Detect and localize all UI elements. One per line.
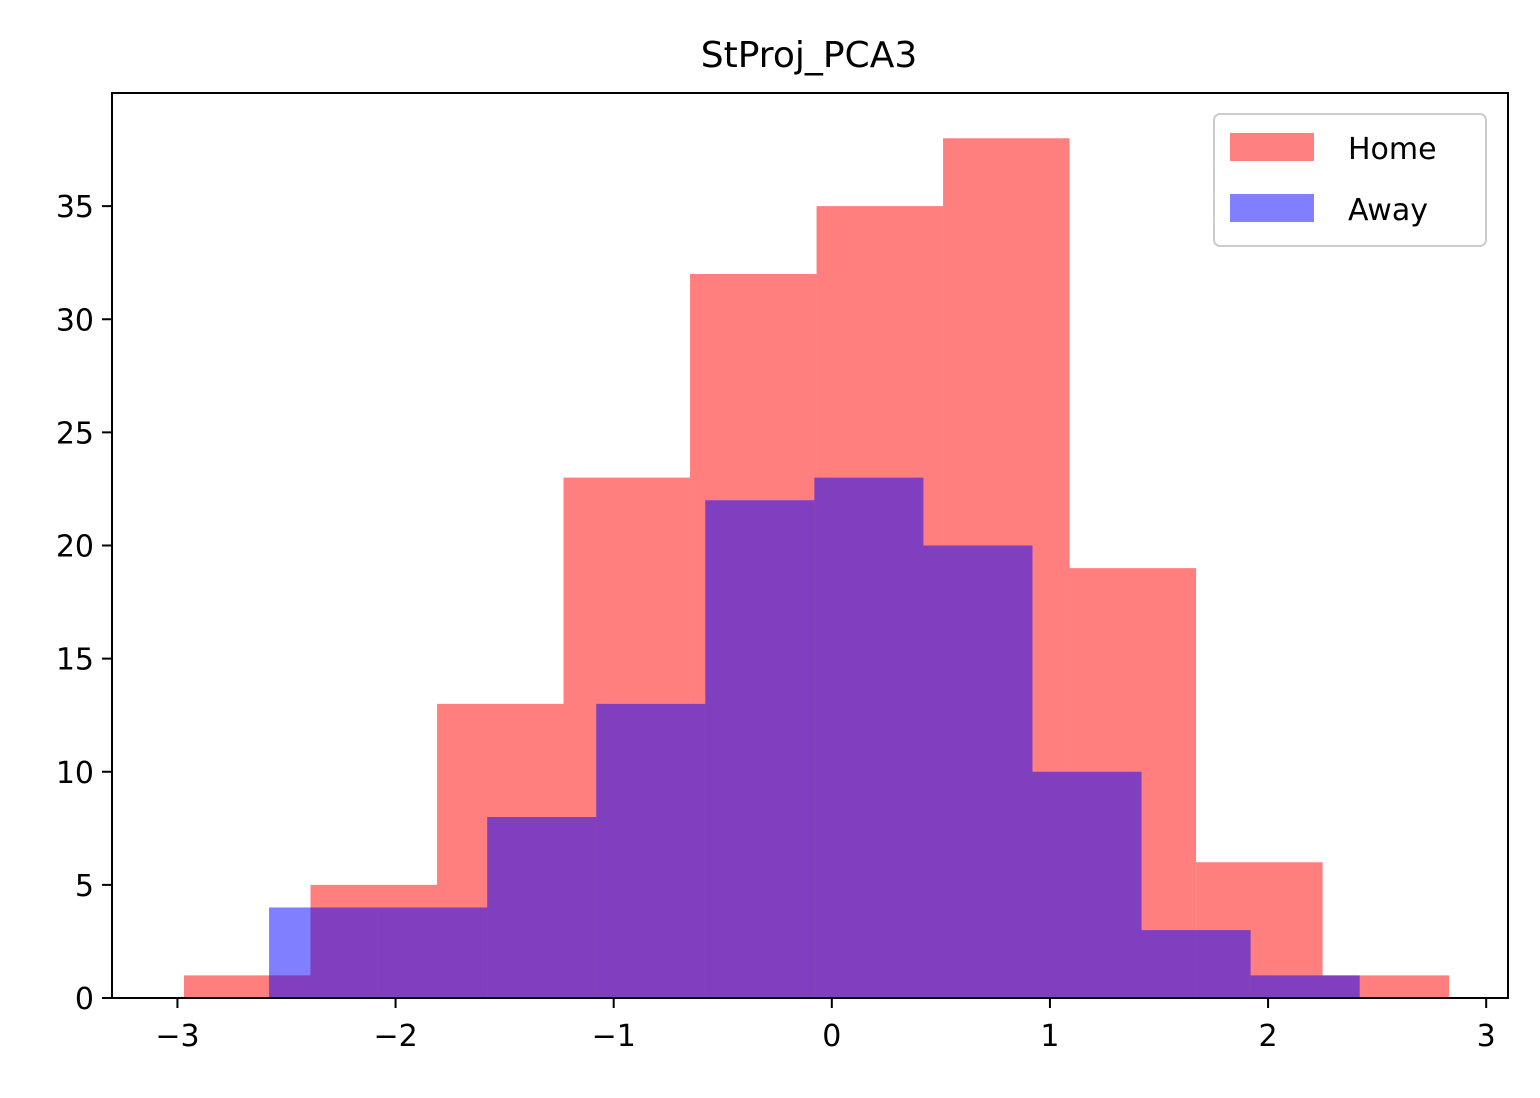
y-tick-label: 20 xyxy=(56,530,94,565)
y-tick-label: 5 xyxy=(75,869,94,904)
legend-swatch-home xyxy=(1230,133,1314,161)
series-away-bars xyxy=(269,477,1360,998)
x-tick-label: −1 xyxy=(592,1019,636,1054)
bar-away-7 xyxy=(1032,771,1142,998)
bar-away-8 xyxy=(1141,930,1251,998)
y-tick-label: 25 xyxy=(56,416,94,451)
x-tick-label: −3 xyxy=(155,1019,199,1054)
y-tick-label: 15 xyxy=(56,643,94,678)
legend-swatch-away xyxy=(1230,194,1314,222)
chart-title: StProj_PCA3 xyxy=(701,35,917,76)
bar-away-4 xyxy=(705,500,815,998)
x-axis: −3 −2 −1 0 1 2 3 xyxy=(155,998,1496,1054)
bar-away-9 xyxy=(1250,975,1360,998)
y-tick-label: 10 xyxy=(56,756,94,791)
bar-away-6 xyxy=(923,545,1033,998)
y-tick-label: 35 xyxy=(56,190,94,225)
legend-label-away: Away xyxy=(1348,193,1428,228)
bar-away-5 xyxy=(814,477,924,998)
x-tick-label: −2 xyxy=(373,1019,417,1054)
legend-label-home: Home xyxy=(1348,132,1437,167)
bar-away-0 xyxy=(269,907,379,998)
legend: Home Away xyxy=(1213,113,1487,247)
x-tick-label: 0 xyxy=(822,1019,841,1054)
y-axis: 0 5 10 15 20 25 30 35 xyxy=(56,190,112,1017)
bar-away-2 xyxy=(487,817,597,998)
bar-away-1 xyxy=(378,907,488,998)
x-tick-label: 2 xyxy=(1259,1019,1278,1054)
bar-away-3 xyxy=(596,703,706,998)
x-tick-label: 1 xyxy=(1040,1019,1059,1054)
x-tick-label: 3 xyxy=(1477,1019,1496,1054)
y-tick-label: 30 xyxy=(56,303,94,338)
y-tick-label: 0 xyxy=(75,982,94,1017)
